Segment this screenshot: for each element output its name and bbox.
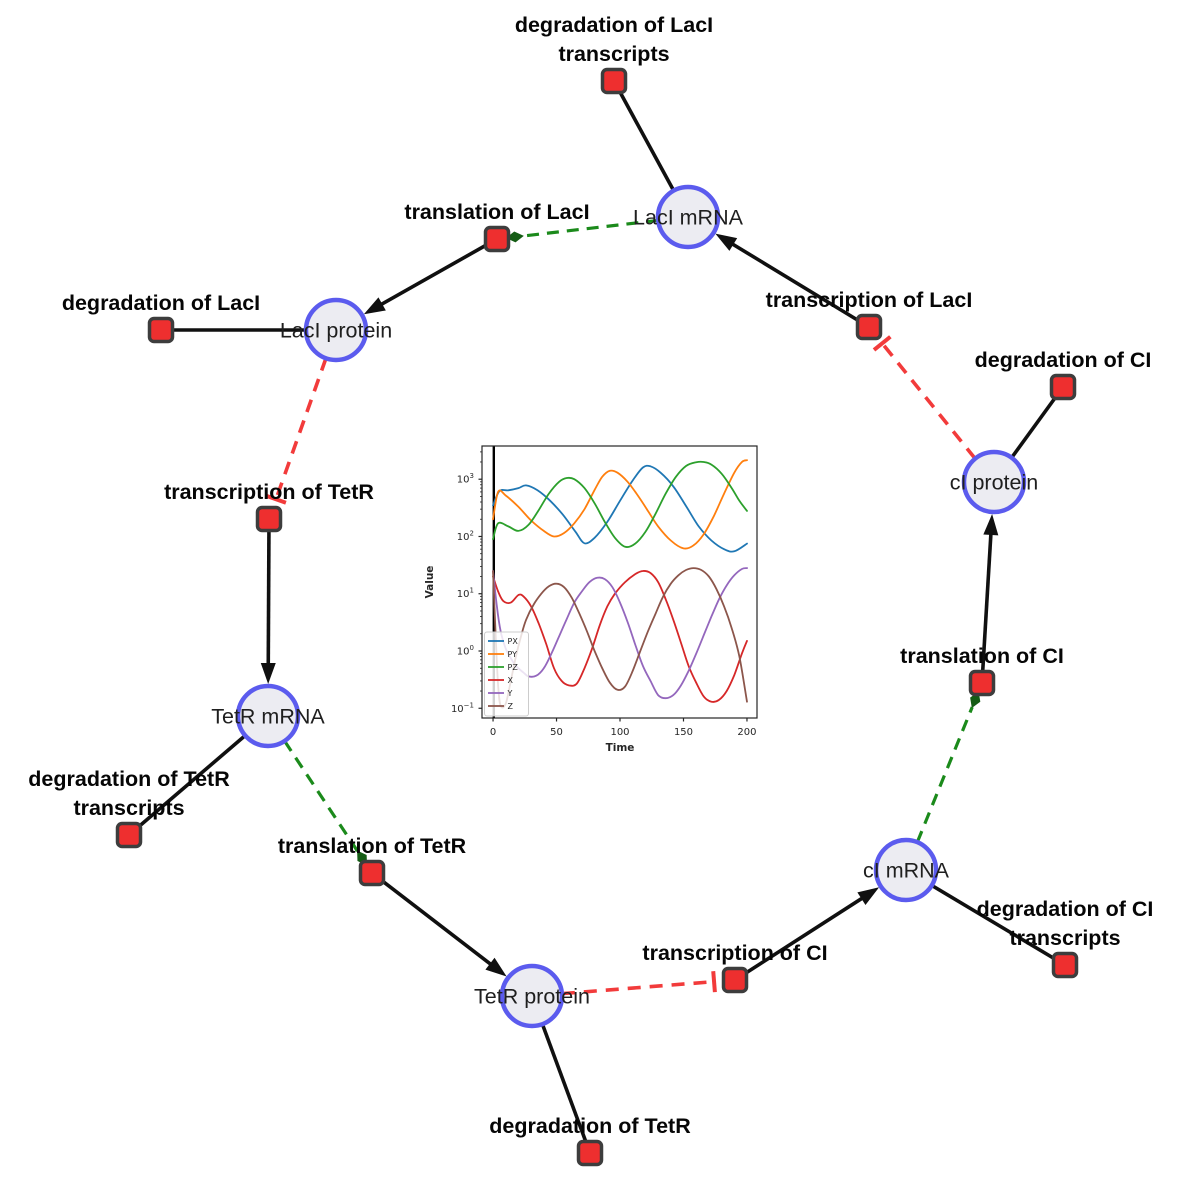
edge-txn-tetr-tetr-mrna	[266, 518, 271, 673]
edge-tetr-mrna-transl-tetr	[283, 740, 359, 853]
species-node-ci-protein[interactable]	[961, 449, 1027, 515]
reaction-label-txn-tetr: transcription of TetR	[164, 480, 374, 504]
reaction-node-txn-laci[interactable]	[855, 313, 883, 341]
edge-transl-ci-ci-protein-arrowhead-icon	[983, 513, 999, 536]
chart-series-PZ	[492, 460, 748, 548]
chart-series-PX	[492, 464, 748, 553]
reaction-node-deg-ci[interactable]	[1049, 373, 1077, 401]
legend-label-PX: PX	[508, 637, 519, 646]
x-tick-label: 100	[610, 727, 629, 738]
y-axis-label: Value	[424, 566, 436, 599]
reaction-label-deg-tetr: degradation of TetR	[489, 1114, 691, 1138]
reaction-label-deg-tetr-transcripts: degradation of TetR transcripts	[28, 767, 230, 820]
species-label-ci-protein: cI protein	[950, 471, 1038, 495]
edge-tetr-protein-deg-tetr	[540, 1023, 592, 1154]
edge-transl-laci-laci-protein-arrowhead-icon	[363, 297, 386, 315]
reaction-node-deg-laci-transcripts[interactable]	[600, 67, 628, 95]
chart-background	[420, 430, 785, 794]
edge-ci-protein-txn-laci-tbar-icon	[872, 335, 892, 352]
species-label-laci-protein: LacI protein	[280, 319, 392, 343]
edge-laci-mrna-deg-laci-transcripts	[612, 80, 676, 192]
reaction-label-deg-ci-transcripts: degradation of CI transcripts	[977, 897, 1154, 950]
y-tick-label: 101	[457, 587, 474, 601]
edge-txn-ci-ci-mrna-arrowhead-icon	[857, 887, 880, 905]
reaction-label-transl-ci: translation of CI	[900, 644, 1064, 668]
chart-series-X	[492, 570, 748, 703]
chart-series-PY	[492, 459, 748, 550]
reaction-node-deg-ci-transcripts[interactable]	[1051, 951, 1079, 979]
edge-ci-protein-txn-laci	[882, 344, 977, 460]
reaction-node-deg-tetr-transcripts[interactable]	[115, 821, 143, 849]
edge-transl-tetr-tetr-protein	[370, 871, 499, 971]
reaction-node-txn-ci[interactable]	[721, 966, 749, 994]
x-tick-label: 50	[550, 727, 563, 738]
legend-label-PY: PY	[508, 650, 518, 659]
y-tick-label: 102	[457, 529, 474, 543]
legend-label-X: X	[508, 676, 514, 685]
reaction-node-transl-ci[interactable]	[968, 669, 996, 697]
reaction-label-deg-laci: degradation of LacI	[62, 291, 260, 315]
inset-chart: 0 50 100 150 200Time10−1100101102103ValuePXP…	[420, 430, 785, 794]
species-node-ci-mrna[interactable]	[873, 837, 939, 903]
edge-transl-tetr-tetr-protein-arrowhead-icon	[485, 957, 507, 977]
edge-laci-protein-txn-tetr	[275, 357, 328, 497]
species-label-laci-mrna: LacI mRNA	[633, 206, 744, 230]
edge-txn-laci-laci-mrna-arrowhead-icon	[715, 233, 738, 251]
legend-label-Y: Y	[507, 689, 513, 698]
edge-laci-protein-txn-tetr-tbar-icon	[265, 493, 287, 505]
reaction-label-deg-ci: degradation of CI	[975, 348, 1152, 372]
x-tick-label: 0	[490, 727, 496, 738]
x-tick-label: 200	[737, 727, 756, 738]
edge-transl-laci-laci-protein	[373, 237, 498, 310]
reaction-label-txn-laci: transcription of LacI	[766, 288, 973, 312]
reaction-label-transl-laci: translation of LacI	[404, 200, 589, 224]
legend-label-PZ: PZ	[508, 663, 519, 672]
species-label-tetr-protein: TetR protein	[474, 985, 590, 1009]
species-label-ci-mrna: cI mRNA	[863, 859, 950, 883]
x-axis-label: Time	[606, 742, 635, 754]
edge-ci-mrna-transl-ci	[915, 706, 974, 843]
reaction-label-txn-ci: transcription of CI	[642, 941, 827, 965]
species-label-tetr-mrna: TetR mRNA	[211, 705, 325, 729]
nodes-layer	[115, 67, 1079, 1167]
y-tick-label: 103	[457, 472, 474, 486]
labels-layer: LacI mRNA LacI protein TetR mRNA TetR prote…	[28, 13, 1153, 1138]
reaction-node-deg-tetr[interactable]	[576, 1139, 604, 1167]
edge-txn-laci-laci-mrna	[724, 238, 870, 329]
edge-tetr-protein-txn-ci-tbar-icon	[711, 971, 717, 993]
chart-legend: PX PY PZ XYZ	[484, 631, 529, 717]
legend-box	[484, 631, 529, 717]
reaction-label-deg-laci-transcripts: degradation of LacI transcripts	[515, 13, 713, 66]
edge-transl-ci-ci-protein	[980, 525, 994, 684]
edge-tetr-protein-txn-ci	[561, 980, 712, 996]
reaction-node-deg-laci[interactable]	[147, 316, 175, 344]
species-node-tetr-protein[interactable]	[499, 963, 565, 1029]
reaction-node-transl-tetr[interactable]	[358, 859, 386, 887]
reaction-label-transl-tetr: translation of TetR	[278, 834, 467, 858]
legend-label-Z: Z	[508, 702, 514, 711]
species-node-tetr-mrna[interactable]	[235, 683, 301, 749]
edge-laci-mrna-transl-laci	[522, 218, 659, 238]
y-tick-label: 100	[457, 644, 474, 658]
species-node-laci-mrna[interactable]	[655, 184, 721, 250]
edge-txn-ci-ci-mrna	[734, 892, 870, 982]
reaction-node-txn-tetr[interactable]	[255, 505, 283, 533]
edge-ci-mrna-deg-ci-transcripts	[930, 883, 1066, 967]
y-tick-label: 10−1	[451, 701, 474, 715]
edge-laci-mrna-transl-laci-diamond-icon	[505, 231, 524, 243]
edge-txn-tetr-tetr-mrna-arrowhead-icon	[260, 662, 276, 685]
x-tick-label: 150	[674, 727, 693, 738]
reaction-node-transl-laci[interactable]	[483, 225, 511, 253]
edge-tetr-mrna-deg-tetr-transcripts	[127, 734, 247, 837]
species-node-laci-protein[interactable]	[303, 297, 369, 363]
